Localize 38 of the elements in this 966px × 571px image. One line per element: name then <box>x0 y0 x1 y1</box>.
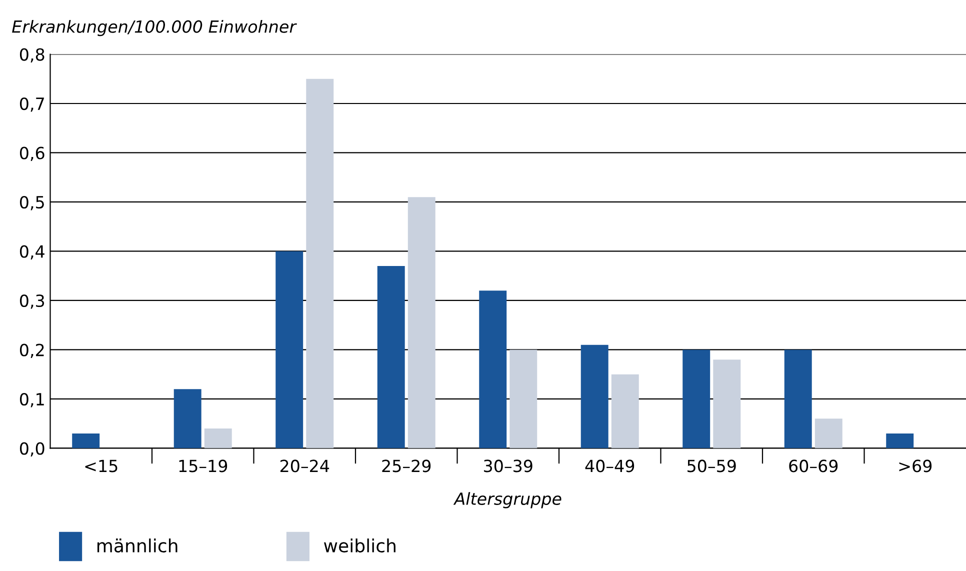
bar <box>276 251 304 448</box>
legend-label: männlich <box>97 538 178 552</box>
x-tick-label: 40–49 <box>585 460 634 472</box>
x-tick-label: 30–39 <box>484 460 532 472</box>
x-axis-title: Altersgruppe <box>453 492 562 508</box>
y-tick-label: 0,4 <box>20 245 44 260</box>
y-tick-label: 0,3 <box>20 294 44 309</box>
bar <box>306 78 334 448</box>
legend-label: weiblich <box>324 538 396 552</box>
x-tick-label: 50–59 <box>688 460 736 472</box>
bar <box>784 350 812 448</box>
y-tick-label: 0,7 <box>20 97 44 112</box>
bar <box>174 389 202 448</box>
y-axis-title: Erkrankungen/100.000 Einwohner <box>12 20 297 36</box>
x-tick-label: 25–29 <box>382 460 431 472</box>
bar <box>377 266 405 448</box>
y-tick-label: 0,1 <box>20 392 44 408</box>
y-tick-label: 0,5 <box>20 196 44 210</box>
bar <box>72 433 100 448</box>
bar <box>814 418 842 448</box>
x-tick-label: 15–19 <box>179 460 228 472</box>
y-tick-label: 0,0 <box>20 442 44 457</box>
bar <box>204 428 232 448</box>
bar <box>611 374 639 448</box>
y-tick-label: 0,6 <box>20 146 44 162</box>
y-tick-label: 0,2 <box>20 344 44 358</box>
x-tick-label: 20–24 <box>280 460 330 472</box>
bar <box>510 350 538 448</box>
x-tick-label: >69 <box>899 460 932 472</box>
bar <box>713 360 741 448</box>
bar <box>682 350 710 448</box>
bar <box>886 433 914 448</box>
x-tick-label: <15 <box>85 460 118 472</box>
y-tick-label: 0,8 <box>20 48 44 63</box>
bar <box>479 290 507 448</box>
bar <box>408 197 436 448</box>
bar <box>580 344 608 448</box>
x-tick-label: 60–69 <box>789 460 838 472</box>
